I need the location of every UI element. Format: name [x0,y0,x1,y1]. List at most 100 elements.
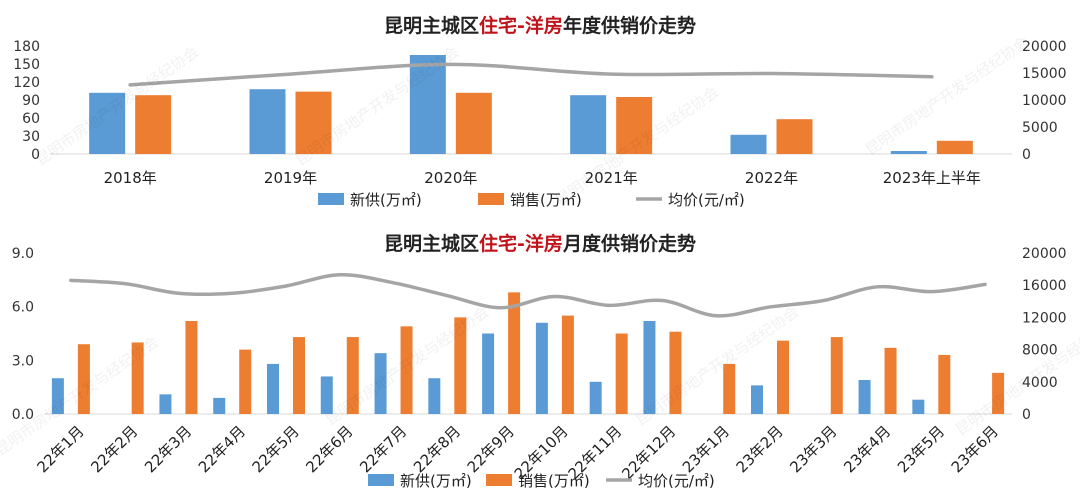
legend: 新供(万㎡) 销售(万㎡) 均价(元/㎡) [368,472,715,490]
supply-bar [570,95,607,154]
legend-label: 销售(万㎡) [510,191,582,209]
chart-title-part: 年度供销价走势 [563,14,696,37]
legend-label: 新供(万㎡) [400,472,472,490]
supply-bar [320,376,333,414]
sales-bar [508,292,521,414]
supply-legend-swatch [318,193,344,205]
x-category-label: 23年1月 [679,422,733,476]
y-right-tick-label: 4000 [1022,375,1058,391]
chart-title-part: 昆明主城区 [384,14,479,37]
sales-bar [992,372,1005,414]
supply-bar [89,92,126,154]
sales-legend-swatch [486,474,512,486]
sales-bar [454,317,467,414]
x-category-label: 2020年 [424,169,477,187]
x-category-label: 22年8月 [410,422,464,476]
supply-bar [374,353,387,414]
x-category-label: 22年4月 [195,422,249,476]
chart-2: 昆明主城区住宅-洋房月度供销价走势 0.0 3.0 6.0 9.0 0 4000 8000 12… [12,232,1067,490]
chart-title-part: 住宅-洋房 [479,232,563,255]
supply-bar [482,333,495,414]
y-right-tick-label: 0 [1022,147,1031,163]
sales-bar [293,337,305,414]
x-category-label: 2018年 [104,169,157,187]
chart-1: 昆明主城区住宅-洋房年度供销价走势 0 30 60 90 120 150 180 0 5000 10… [13,14,1066,209]
y-right-tick-label: 20000 [1022,246,1067,262]
y-left-tick-label: 30 [22,129,40,145]
sales-legend-swatch [478,193,504,205]
chart-title: 昆明主城区住宅-洋房年度供销价走势 [384,14,696,37]
x-category-label: 2022年 [745,169,798,187]
sales-bar [561,315,574,414]
sales-bar [884,347,897,414]
supply-bar [751,385,763,414]
sales-bar [295,91,332,154]
x-category-label: 22年9月 [464,422,518,476]
supply-bar [213,397,226,414]
y-left-tick-label: 120 [13,75,40,91]
x-category-label: 2019年 [264,169,317,187]
chart-title-part: 昆明主城区 [384,232,479,255]
supply-bar [912,399,925,414]
sales-bar [616,97,653,154]
supply-bar [409,55,446,154]
sales-bar [776,119,813,154]
y-left-tick-label: 9.0 [12,246,34,262]
supply-bar [643,320,656,414]
x-category-label: 23年3月 [786,422,840,476]
legend-label: 均价(元/㎡) [638,472,715,490]
sales-bar [830,337,843,414]
chart-title: 昆明主城区住宅-洋房月度供销价走势 [384,232,696,255]
x-category-label: 22年5月 [249,422,303,476]
y-right-tick-label: 12000 [1022,310,1067,326]
y-right-tick-label: 10000 [1022,93,1067,109]
y-right-tick-label: 0 [1022,407,1031,423]
price-line [69,272,987,318]
legend-label: 均价(元/㎡) [668,191,745,209]
supply-bar [428,378,441,414]
y-right-tick-label: 5000 [1022,120,1058,136]
sales-bar [131,342,144,414]
sales-bar [669,331,682,414]
y-left-tick-label: 0 [31,147,40,163]
supply-bar [890,151,927,154]
sales-bar [400,326,413,414]
supply-bar [159,394,172,414]
supply-bar [249,89,286,154]
sales-bar [185,320,198,414]
y-right-tick-label: 20000 [1022,39,1067,55]
y-left-tick-label: 3.0 [12,353,34,369]
sales-bar [723,363,736,414]
supply-bar [267,363,279,414]
y-right-tick-label: 15000 [1022,66,1067,82]
supply-legend-swatch [368,474,394,486]
legend: 新供(万㎡) 销售(万㎡) 均价(元/㎡) [318,191,745,209]
x-category-label: 22年6月 [302,422,356,476]
supply-bar [858,380,871,414]
x-category-label: 22年2月 [87,422,141,476]
chart-title-part: 住宅-洋房 [479,14,563,37]
y-right-tick-label: 8000 [1022,343,1058,359]
legend-label: 新供(万㎡) [350,191,422,209]
sales-bar [455,92,492,154]
x-category-label: 2021年 [585,169,638,187]
legend-label: 销售(万㎡) [518,472,590,490]
y-left-tick-label: 180 [13,39,40,55]
sales-bar [777,340,789,414]
y-left-tick-label: 90 [22,93,40,109]
supply-bar [51,378,64,414]
price-line [128,62,934,87]
supply-bar [730,134,767,154]
watermark-text: 昆明市房地产开发与经纪协会 [632,303,802,430]
x-category-label: 22年7月 [356,422,410,476]
chart-title-part: 月度供销价走势 [562,232,696,255]
sales-bar [936,140,973,154]
watermark-text: 昆明市房地产开发与经纪协会 [952,313,1080,440]
supply-bar [535,322,548,414]
y-left-tick-label: 6.0 [12,300,34,316]
x-category-label: 2023年上半年 [883,169,981,187]
x-category-label: 23年5月 [894,422,948,476]
y-left-tick-label: 0.0 [12,407,34,423]
sales-bar [938,354,951,414]
